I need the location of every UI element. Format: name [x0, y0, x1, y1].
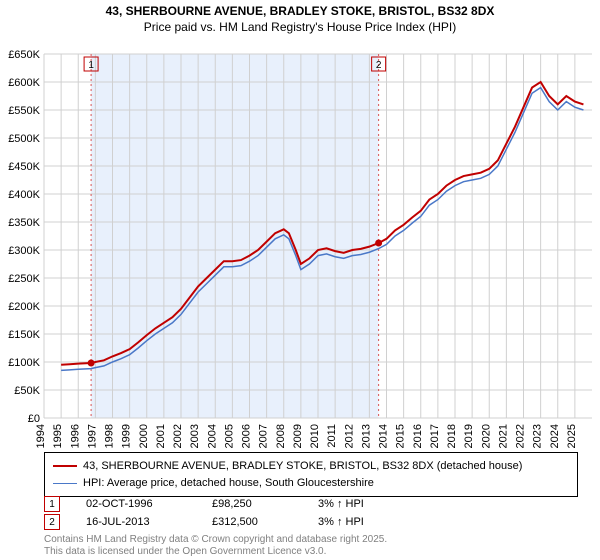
svg-text:£600K: £600K	[8, 77, 40, 89]
svg-text:£350K: £350K	[8, 217, 40, 229]
transactions-table: 1 02-OCT-1996 £98,250 3% ↑ HPI 2 16-JUL-…	[44, 495, 398, 531]
svg-text:2008: 2008	[275, 424, 287, 448]
svg-text:2021: 2021	[497, 424, 509, 448]
svg-text:£200K: £200K	[8, 301, 40, 313]
svg-text:£450K: £450K	[8, 161, 40, 173]
svg-text:2004: 2004	[206, 424, 218, 448]
svg-text:2000: 2000	[138, 424, 150, 448]
svg-text:2006: 2006	[241, 424, 253, 448]
svg-text:2014: 2014	[378, 424, 390, 448]
svg-text:1994: 1994	[35, 424, 47, 448]
svg-text:£150K: £150K	[8, 329, 40, 341]
transaction-date: 16-JUL-2013	[86, 516, 186, 528]
transaction-price: £312,500	[212, 516, 292, 528]
svg-text:1998: 1998	[104, 424, 116, 448]
svg-text:2022: 2022	[515, 424, 527, 448]
legend-label-1: 43, SHERBOURNE AVENUE, BRADLEY STOKE, BR…	[83, 460, 522, 472]
svg-text:2023: 2023	[532, 424, 544, 448]
svg-text:1999: 1999	[121, 424, 133, 448]
svg-text:2: 2	[376, 60, 382, 71]
svg-text:1996: 1996	[69, 424, 81, 448]
legend: 43, SHERBOURNE AVENUE, BRADLEY STOKE, BR…	[44, 452, 578, 497]
transaction-diff: 3% ↑ HPI	[318, 516, 398, 528]
svg-text:2015: 2015	[395, 424, 407, 448]
legend-label-2: HPI: Average price, detached house, Sout…	[83, 477, 374, 489]
transaction-index: 2	[44, 514, 60, 530]
price-chart: £0 £50K £100K £150K £200K £250K £300K £350K £400…	[0, 48, 600, 448]
svg-text:2024: 2024	[549, 424, 561, 448]
legend-swatch-2	[53, 483, 77, 484]
svg-text:2012: 2012	[343, 424, 355, 448]
svg-text:2007: 2007	[258, 424, 270, 448]
svg-text:£100K: £100K	[8, 357, 40, 369]
transaction-row: 2 16-JUL-2013 £312,500 3% ↑ HPI	[44, 513, 398, 531]
svg-text:2003: 2003	[189, 424, 201, 448]
svg-text:£400K: £400K	[8, 189, 40, 201]
svg-text:1: 1	[88, 60, 94, 71]
svg-text:£0: £0	[28, 413, 40, 425]
footer-attribution: Contains HM Land Registry data © Crown c…	[44, 534, 387, 558]
svg-text:2025: 2025	[566, 424, 578, 448]
svg-text:2020: 2020	[480, 424, 492, 448]
svg-text:2018: 2018	[446, 424, 458, 448]
svg-text:2011: 2011	[326, 424, 338, 448]
chart-title-line2: Price paid vs. HM Land Registry's House …	[0, 20, 600, 36]
svg-text:£500K: £500K	[8, 133, 40, 145]
svg-text:2017: 2017	[429, 424, 441, 448]
svg-text:1995: 1995	[52, 424, 64, 448]
transaction-date: 02-OCT-1996	[86, 498, 186, 510]
transaction-price: £98,250	[212, 498, 292, 510]
svg-text:£50K: £50K	[14, 385, 40, 397]
svg-text:2005: 2005	[223, 424, 235, 448]
svg-text:2016: 2016	[412, 424, 424, 448]
svg-text:2019: 2019	[463, 424, 475, 448]
svg-text:2002: 2002	[172, 424, 184, 448]
svg-text:2013: 2013	[360, 424, 372, 448]
svg-text:£250K: £250K	[8, 273, 40, 285]
transaction-row: 1 02-OCT-1996 £98,250 3% ↑ HPI	[44, 495, 398, 513]
svg-text:£650K: £650K	[8, 49, 40, 61]
svg-text:£550K: £550K	[8, 105, 40, 117]
legend-swatch-1	[53, 465, 77, 467]
svg-text:£300K: £300K	[8, 245, 40, 257]
svg-text:1997: 1997	[86, 424, 98, 448]
svg-text:2009: 2009	[292, 424, 304, 448]
svg-text:2010: 2010	[309, 424, 321, 448]
transaction-diff: 3% ↑ HPI	[318, 498, 398, 510]
transaction-index: 1	[44, 496, 60, 512]
svg-text:2001: 2001	[155, 424, 167, 448]
chart-title-line1: 43, SHERBOURNE AVENUE, BRADLEY STOKE, BR…	[0, 0, 600, 20]
